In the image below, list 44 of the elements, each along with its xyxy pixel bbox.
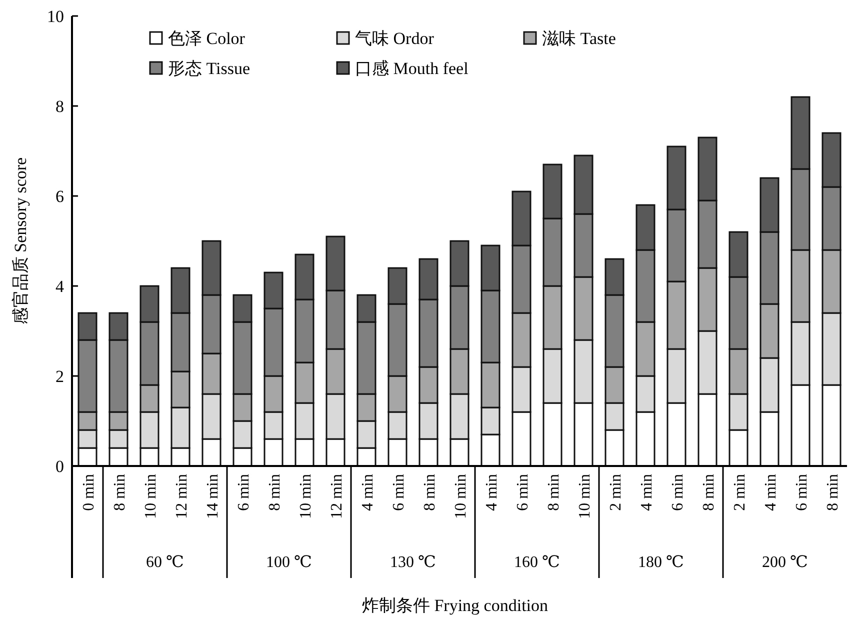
- text: 180 ℃: [638, 554, 684, 571]
- x-tick-label: 8 min: [422, 474, 438, 511]
- x-tick-label: 6 min: [794, 474, 810, 511]
- x-tick-label: 6 min: [514, 474, 532, 511]
- x-tick-label: 0 min: [80, 474, 98, 511]
- x-tick-label: 10 min: [576, 474, 594, 519]
- legend-label: 滋味 Taste: [542, 29, 616, 48]
- legend-label: 气味 Ordor: [355, 29, 434, 48]
- x-tick-label: 8 min: [112, 474, 128, 511]
- x-tick-label: 10 min: [298, 474, 314, 519]
- x-tick-label: 4 min: [762, 474, 780, 511]
- x-tick-label: 6 min: [236, 474, 252, 511]
- y-tick-label: 0: [56, 457, 64, 476]
- y-tick-label: 10: [47, 7, 64, 26]
- x-tick-label: 10 min: [142, 474, 160, 519]
- text: 100 ℃: [266, 554, 312, 571]
- y-tick-label: 8: [56, 97, 64, 116]
- text: 130 ℃: [390, 554, 436, 571]
- legend-label: 色泽 Color: [168, 29, 246, 48]
- legend-label: 口感 Mouth feel: [355, 59, 469, 78]
- x-tick-label: 12 min: [328, 474, 346, 519]
- text: 160 ℃: [514, 554, 560, 571]
- text: 60 ℃: [146, 554, 184, 571]
- y-tick-label: 2: [56, 367, 64, 386]
- x-tick-label: 2 min: [732, 474, 748, 511]
- text: 200 ℃: [762, 554, 808, 571]
- x-tick-label: 10 min: [452, 474, 470, 519]
- y-axis-title: 感官品质 Sensory score: [11, 157, 30, 325]
- x-tick-label: 2 min: [608, 474, 624, 511]
- y-tick-label: 6: [56, 187, 64, 206]
- x-tick-label: 8 min: [700, 474, 718, 511]
- x-tick-label: 8 min: [824, 474, 842, 511]
- x-tick-label: 14 min: [204, 474, 222, 519]
- x-tick-label: 4 min: [360, 474, 376, 511]
- x-tick-label: 12 min: [174, 474, 190, 519]
- x-tick-label: 4 min: [638, 474, 656, 511]
- legend-label: 形态 Tissue: [168, 59, 250, 78]
- y-tick-label: 4: [56, 277, 64, 296]
- x-tick-label: 8 min: [546, 474, 562, 511]
- x-tick-label: 8 min: [266, 474, 284, 511]
- x-tick-label: 6 min: [390, 474, 408, 511]
- x-tick-label: 6 min: [670, 474, 686, 511]
- x-axis-title: 炸制条件 Frying condition: [362, 596, 549, 615]
- x-tick-label: 4 min: [484, 474, 500, 511]
